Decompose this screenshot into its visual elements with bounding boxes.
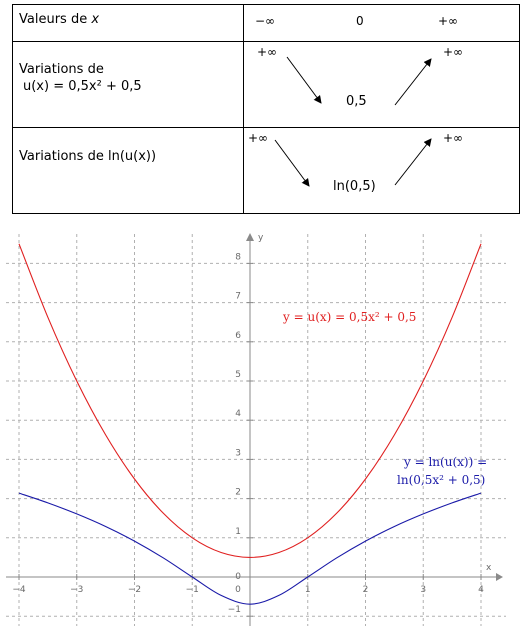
grid <box>6 234 506 626</box>
y-tick-label: 1 <box>235 527 241 537</box>
u-curve <box>18 243 482 558</box>
y-tick-label: 6 <box>235 331 241 341</box>
ln-curve <box>18 492 482 605</box>
x-axis-label: x <box>486 563 492 573</box>
ln-curve-label-line2: ln(0,5x² + 0,5) <box>397 473 485 487</box>
row-ln-label: Variations de ln(u(x)) <box>19 149 157 164</box>
row-values-label-var: x <box>91 12 100 27</box>
y-tick-label: 7 <box>235 292 241 302</box>
ln-right-limit: +∞ <box>443 131 464 145</box>
x-tick-label: −2 <box>128 585 141 595</box>
function-graph: −4 −3 −2 −1 0 1 2 3 4 −1 1 2 3 4 5 6 7 8 0 y = u(x) = 0,5x… <box>6 233 506 626</box>
origin-label: 0 <box>235 572 241 582</box>
x-minus-infinity: −∞ <box>255 14 276 28</box>
u-minimum: 0,5 <box>346 94 367 109</box>
table-column-divider <box>243 5 244 213</box>
axes <box>6 233 503 626</box>
row-values-label-text: Valeurs de <box>19 12 92 27</box>
ln-minimum: ln(0,5) <box>333 179 376 194</box>
row-u-label: Variations de u(x) = 0,5x² + 0,5 <box>19 61 142 95</box>
y-tick-label: 8 <box>235 252 241 262</box>
x-zero: 0 <box>356 14 364 28</box>
x-tick-label: 4 <box>478 585 484 595</box>
x-tick-label: −3 <box>70 585 83 595</box>
row-u-label-line1: Variations de <box>19 62 104 77</box>
y-tick-label: −1 <box>228 605 241 615</box>
x-tick-label: −4 <box>12 585 26 595</box>
x-tick-label: 0 <box>235 585 241 595</box>
table-divider <box>13 41 519 42</box>
x-tick-label: 3 <box>420 585 426 595</box>
u-right-limit: +∞ <box>443 45 464 59</box>
ln-left-limit: +∞ <box>248 131 269 145</box>
y-tick-label: 3 <box>235 448 241 458</box>
variation-arrows <box>274 56 432 187</box>
u-decreasing-arrow <box>286 56 322 104</box>
x-tick-label: 1 <box>305 585 311 595</box>
row-u-label-line2: u(x) = 0,5x² + 0,5 <box>23 79 142 94</box>
variation-table: Valeurs de x −∞ 0 +∞ Variations de u(x) … <box>12 4 520 214</box>
x-tick-label: 2 <box>363 585 369 595</box>
x-tick-label: −1 <box>186 585 199 595</box>
ln-curve-label-line1: y = ln(u(x)) = <box>403 455 487 469</box>
y-tick-label: 2 <box>235 488 241 498</box>
u-increasing-arrow <box>394 58 432 106</box>
x-axis-arrow-icon <box>496 573 503 581</box>
curve-labels: y = u(x) = 0,5x² + 0,5 y = ln(u(x)) = ln… <box>282 310 487 487</box>
row-values-label: Valeurs de x <box>19 11 99 28</box>
x-plus-infinity: +∞ <box>438 14 459 28</box>
u-curve-label: y = u(x) = 0,5x² + 0,5 <box>282 310 416 324</box>
curves <box>18 243 482 605</box>
y-tick-label: 4 <box>235 409 241 419</box>
ln-increasing-arrow <box>394 138 432 186</box>
y-axis-arrow-icon <box>246 233 254 241</box>
tick-labels: −4 −3 −2 −1 0 1 2 3 4 −1 1 2 3 4 5 6 7 8 0 <box>12 252 484 615</box>
ln-decreasing-arrow <box>274 139 310 187</box>
y-axis-label: y <box>258 233 264 243</box>
y-tick-label: 5 <box>235 370 241 380</box>
table-divider <box>13 127 519 128</box>
u-left-limit: +∞ <box>257 45 278 59</box>
